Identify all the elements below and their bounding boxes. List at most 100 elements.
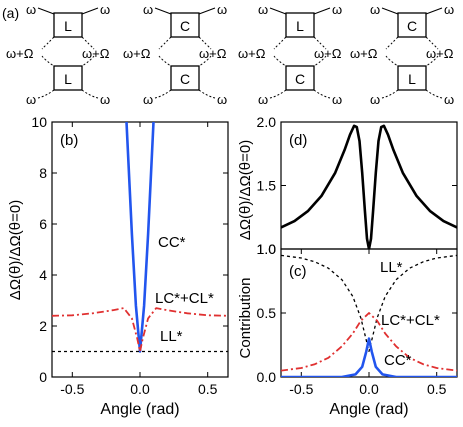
series-line-cc xyxy=(125,122,155,353)
leg-mid-right xyxy=(425,36,439,50)
leg-mid2-left xyxy=(385,55,399,67)
y-tick-label: 2.0 xyxy=(257,114,277,130)
panel-b-label: (b) xyxy=(60,132,78,149)
leg-mid2-left xyxy=(273,55,287,67)
series-line-lccl xyxy=(281,312,457,372)
panel-c-ylabel: Contribution xyxy=(237,278,254,359)
panel-c: 0.00.51.0-0.5 0.0 0.5 (c) LL* LC*+CL* CC* … xyxy=(237,241,458,418)
x-tick-label: -0.5 xyxy=(60,381,84,397)
annot-b-cc: CC* xyxy=(158,234,186,251)
diagram-group: L Lω ω ω ω ω+Ω ω+Ω C Cω ω ω ω ω+Ω ω+Ω L Cω ω ω ω ω+Ω ω+Ω C Lω ω… xyxy=(6,2,454,107)
leg-top-left xyxy=(37,7,55,15)
vertex-box-top xyxy=(285,12,315,38)
omega-top-left: ω xyxy=(143,2,153,17)
leg-top-right xyxy=(425,7,443,15)
vertex-label-bottom: C xyxy=(295,71,305,87)
omega-bottom-right: ω xyxy=(100,92,110,107)
omega-top-left: ω xyxy=(26,2,36,17)
x-tick-label: 0.5 xyxy=(198,381,218,397)
y-tick-label: 2 xyxy=(39,318,47,334)
panel-b-series xyxy=(52,122,228,353)
annot-b-lccl: LC*+CL* xyxy=(155,290,214,307)
leg-bottom-left xyxy=(381,89,399,99)
omega-plus-left: ω+Ω xyxy=(238,46,266,61)
leg-mid-right xyxy=(198,36,212,50)
omega-bottom-right: ω xyxy=(332,92,342,107)
vertex-box-bottom xyxy=(397,65,427,91)
leg-top-left xyxy=(269,7,287,15)
series-clip-group xyxy=(281,254,457,377)
omega-plus-right: ω+Ω xyxy=(82,46,110,61)
y-tick-label: 10 xyxy=(31,114,47,130)
leg-bottom-right xyxy=(425,89,443,99)
leg-mid2-right xyxy=(81,55,95,67)
panel-c-xlabel: Angle (rad) xyxy=(329,401,408,418)
y-tick-label: 4 xyxy=(39,267,47,283)
vertex-box-top xyxy=(397,12,427,38)
annot-c-ll: LL* xyxy=(380,259,403,276)
omega-top-right: ω xyxy=(332,2,342,17)
omega-bottom-left: ω xyxy=(26,92,36,107)
leg-top-left xyxy=(154,7,172,15)
leg-top-right xyxy=(81,7,99,15)
series-clip-group xyxy=(52,122,228,353)
leg-mid2-left xyxy=(158,55,172,67)
y-tick-label: 0.0 xyxy=(257,369,277,385)
omega-top-right: ω xyxy=(217,2,227,17)
y-tick-label: 0.5 xyxy=(257,305,277,321)
leg-mid-left xyxy=(273,36,287,50)
y-tick-label: 0 xyxy=(39,369,47,385)
vertex-label-bottom: L xyxy=(408,71,416,87)
omega-top-right: ω xyxy=(100,2,110,17)
panel-c-ticks: 0.0 0.5 1.0 -0.5 0.0 0.5 xyxy=(257,241,457,397)
y-tick-label: 6 xyxy=(39,216,47,232)
vertex-label-top: L xyxy=(296,18,304,34)
series-line-ll xyxy=(281,254,457,353)
omega-plus-right: ω+Ω xyxy=(314,46,342,61)
panel-d-series xyxy=(281,124,457,249)
omega-top-left: ω xyxy=(370,2,380,17)
omega-bottom-right: ω xyxy=(217,92,227,107)
x-tick-label: 0.0 xyxy=(359,381,379,397)
omega-top-right: ω xyxy=(444,2,454,17)
panel-b-ylabel: ΔΩ(θ)/ΔΩ(θ=0) xyxy=(7,200,24,300)
leg-bottom-left xyxy=(37,89,55,99)
omega-bottom-right: ω xyxy=(444,92,454,107)
leg-mid2-right xyxy=(198,55,212,67)
panel-b-ticks: 0 2 4 6 8 10 -0.5 0.0 0.5 xyxy=(31,114,228,397)
vertex-label-top: L xyxy=(64,18,72,34)
omega-bottom-left: ω xyxy=(258,92,268,107)
panel-c-series xyxy=(281,254,457,377)
leg-mid-left xyxy=(158,36,172,50)
leg-top-right xyxy=(198,7,216,15)
diagram-2: C Cω ω ω ω ω+Ω ω+Ω xyxy=(123,2,227,107)
annot-c-cc: CC* xyxy=(384,352,412,369)
x-tick-label: 0.0 xyxy=(130,381,150,397)
panel-d-frame xyxy=(280,121,458,250)
omega-plus-left: ω+Ω xyxy=(6,46,34,61)
vertex-label-top: C xyxy=(407,18,417,34)
leg-mid-left xyxy=(41,36,55,50)
leg-bottom-left xyxy=(269,89,287,99)
leg-mid-right xyxy=(313,36,327,50)
leg-bottom-right xyxy=(313,89,331,99)
series-line-cc xyxy=(281,337,457,377)
omega-plus-right: ω+Ω xyxy=(426,46,454,61)
omega-plus-left: ω+Ω xyxy=(123,46,151,61)
vertex-label-bottom: L xyxy=(64,71,72,87)
y-tick-label: 8 xyxy=(39,165,47,181)
y-tick-label: 1.5 xyxy=(257,178,277,194)
x-tick-label: 0.5 xyxy=(427,381,447,397)
vertex-label-top: C xyxy=(180,18,190,34)
diagram-4: C Lω ω ω ω ω+Ω ω+Ω xyxy=(350,2,454,107)
omega-top-left: ω xyxy=(258,2,268,17)
panel-c-label: (c) xyxy=(289,263,307,280)
diagram-3: L Cω ω ω ω ω+Ω ω+Ω xyxy=(238,2,342,107)
leg-mid2-right xyxy=(425,55,439,67)
panel-b-xlabel: Angle (rad) xyxy=(100,401,179,418)
leg-bottom-right xyxy=(81,89,99,99)
annot-c-lccl: LC*+CL* xyxy=(381,312,440,329)
omega-bottom-left: ω xyxy=(370,92,380,107)
series-line-lccl xyxy=(52,307,228,353)
